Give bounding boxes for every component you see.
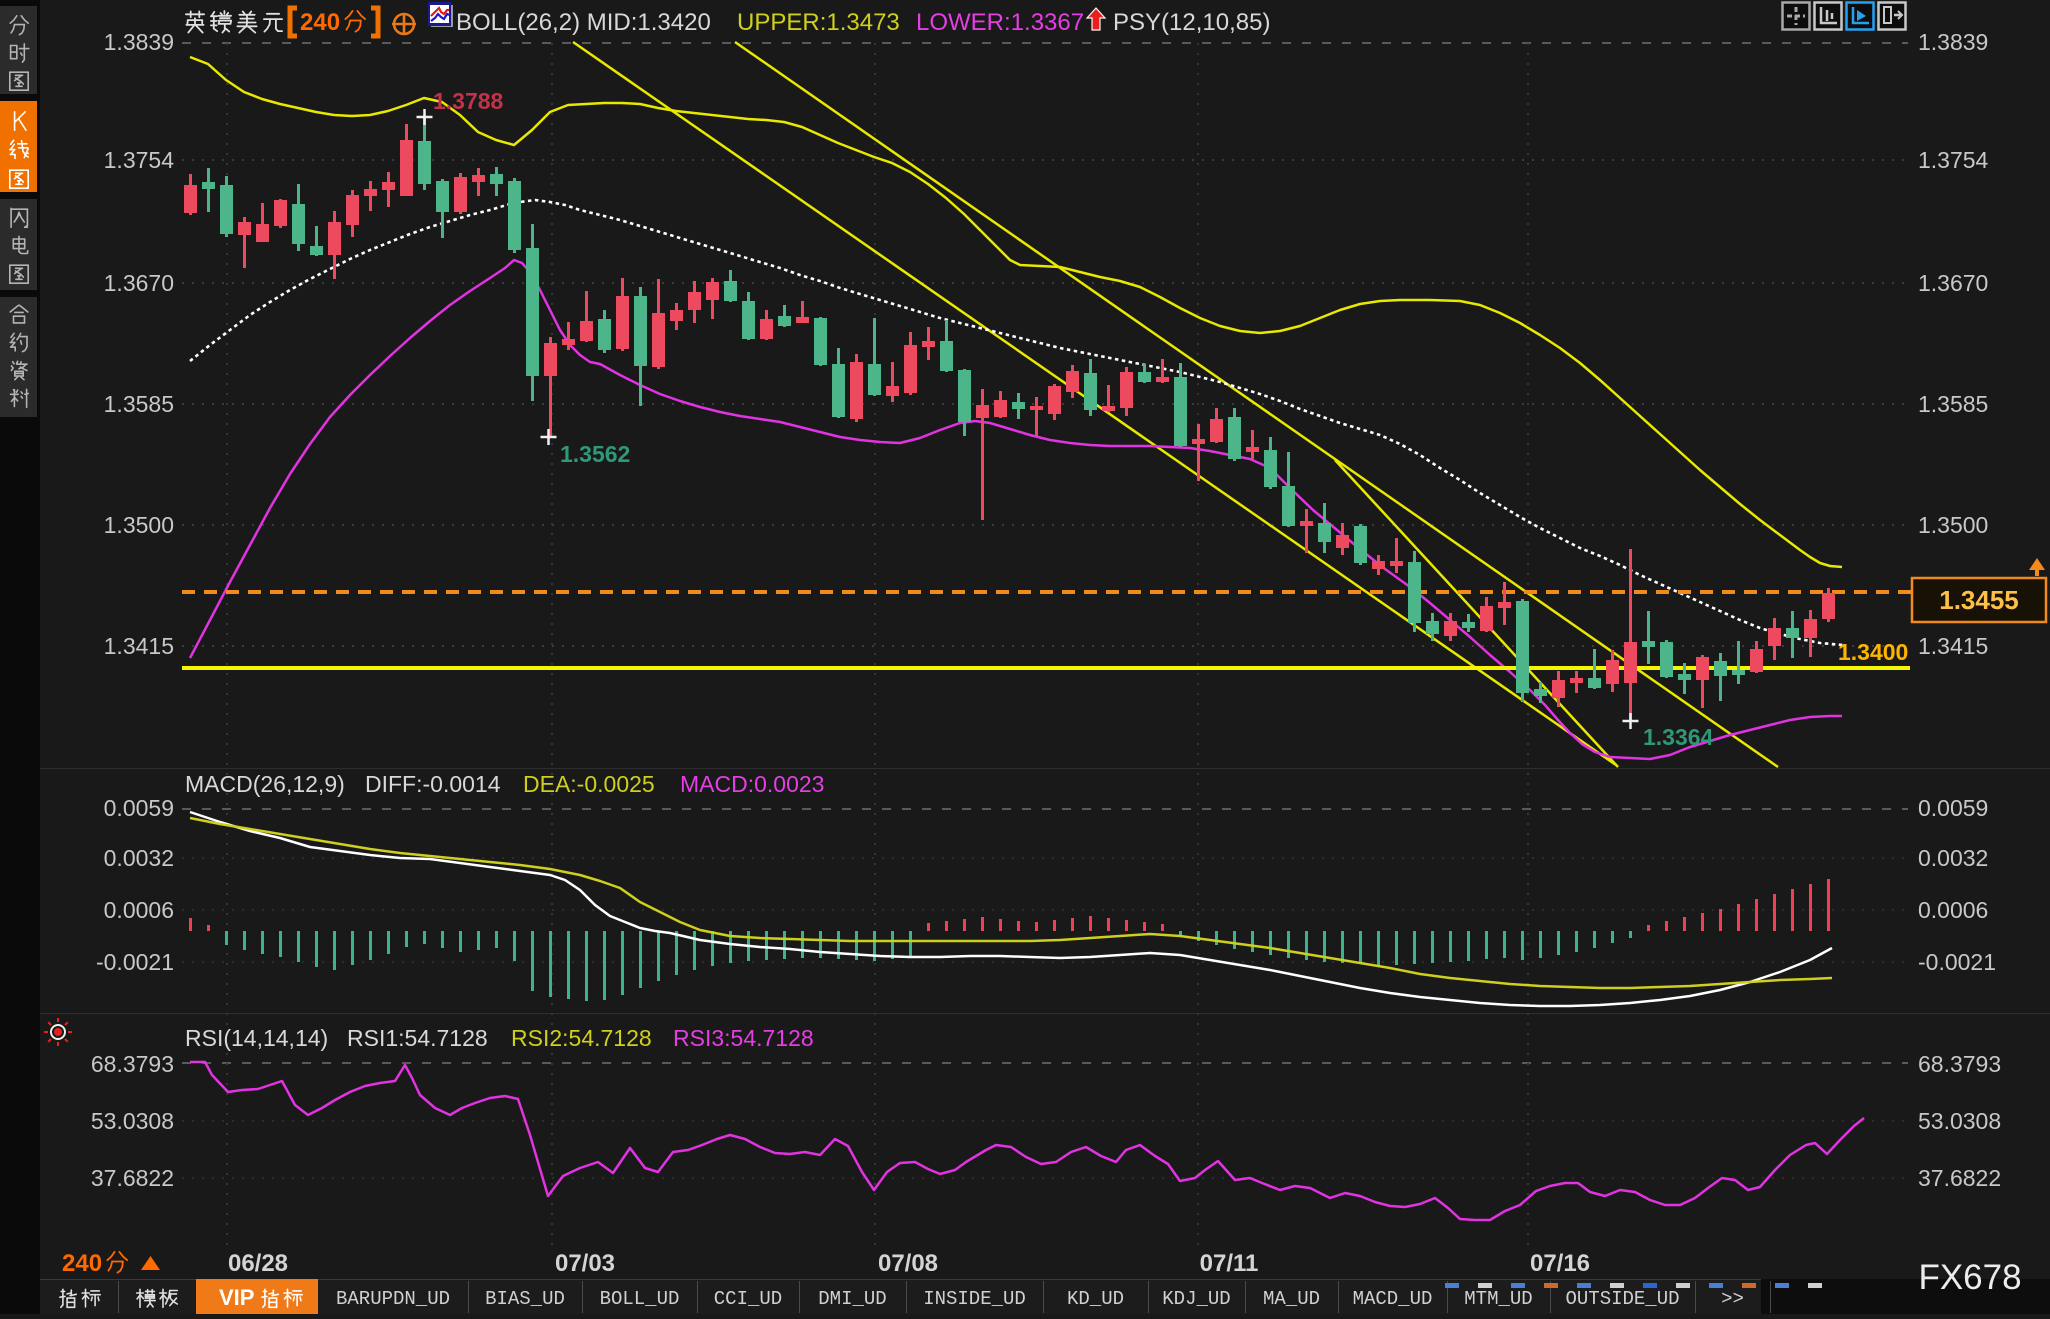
svg-text:07/16: 07/16 [1530, 1250, 1590, 1277]
svg-text:DIFF:-0.0014: DIFF:-0.0014 [365, 771, 501, 797]
svg-text:1.3670: 1.3670 [1918, 270, 1988, 296]
svg-text:1.3585: 1.3585 [1918, 391, 1988, 417]
svg-text:240: 240 [62, 1250, 102, 1277]
svg-text:06/28: 06/28 [228, 1250, 288, 1277]
svg-text:1.3585: 1.3585 [104, 391, 174, 417]
svg-text:FX678: FX678 [1918, 1258, 2021, 1297]
svg-text:1.3754: 1.3754 [104, 147, 175, 173]
svg-text:DEA:-0.0025: DEA:-0.0025 [523, 771, 655, 797]
svg-text:1.3670: 1.3670 [104, 270, 174, 296]
svg-text:68.3793: 68.3793 [1918, 1051, 2001, 1077]
svg-text:>>: >> [1721, 1288, 1744, 1310]
svg-text:DMI_UD: DMI_UD [818, 1288, 886, 1310]
svg-text:240: 240 [300, 9, 340, 36]
svg-text:07/11: 07/11 [1200, 1250, 1259, 1277]
svg-text:MA_UD: MA_UD [1263, 1288, 1320, 1310]
svg-text:KD_UD: KD_UD [1067, 1288, 1124, 1310]
svg-text:1.3500: 1.3500 [1918, 512, 1988, 538]
svg-text:RSI3:54.7128: RSI3:54.7128 [673, 1025, 814, 1051]
svg-text:0.0006: 0.0006 [1918, 897, 1988, 923]
svg-text:07/08: 07/08 [878, 1250, 938, 1277]
svg-text:UPPER:1.3473: UPPER:1.3473 [737, 9, 900, 36]
svg-text:RSI(14,14,14): RSI(14,14,14) [185, 1025, 328, 1051]
svg-text:0.0032: 0.0032 [1918, 845, 1988, 871]
svg-text:68.3793: 68.3793 [91, 1051, 174, 1077]
svg-text:07/03: 07/03 [555, 1250, 615, 1277]
svg-text:1.3364: 1.3364 [1643, 724, 1714, 750]
svg-text:VIP: VIP [219, 1285, 254, 1310]
svg-text:1.3455: 1.3455 [1939, 585, 2019, 615]
svg-text:1.3562: 1.3562 [560, 441, 630, 467]
svg-text:MTM_UD: MTM_UD [1464, 1288, 1532, 1310]
svg-text:0.0059: 0.0059 [104, 795, 174, 821]
svg-text:INSIDE_UD: INSIDE_UD [923, 1288, 1026, 1310]
svg-text:RSI2:54.7128: RSI2:54.7128 [511, 1025, 652, 1051]
svg-text:BOLL_UD: BOLL_UD [600, 1288, 680, 1310]
svg-text:53.0308: 53.0308 [91, 1108, 174, 1134]
svg-text:MACD:0.0023: MACD:0.0023 [680, 771, 824, 797]
svg-text:KDJ_UD: KDJ_UD [1162, 1288, 1230, 1310]
svg-text:BIAS_UD: BIAS_UD [485, 1288, 565, 1310]
svg-text:CCI_UD: CCI_UD [714, 1288, 782, 1310]
svg-text:1.3415: 1.3415 [104, 633, 174, 659]
svg-text:37.6822: 37.6822 [1918, 1165, 2001, 1191]
svg-text:BOLL(26,2) MID:1.3420: BOLL(26,2) MID:1.3420 [456, 9, 711, 36]
svg-text:53.0308: 53.0308 [1918, 1108, 2001, 1134]
svg-text:0.0032: 0.0032 [104, 845, 174, 871]
svg-text:1.3500: 1.3500 [104, 512, 174, 538]
svg-text:BARUPDN_UD: BARUPDN_UD [336, 1288, 450, 1310]
svg-text:1.3839: 1.3839 [104, 29, 174, 55]
svg-text:1.3400: 1.3400 [1838, 639, 1908, 665]
svg-text:MACD(26,12,9): MACD(26,12,9) [185, 771, 345, 797]
svg-text:PSY(12,10,85): PSY(12,10,85) [1113, 9, 1270, 36]
svg-text:1.3754: 1.3754 [1918, 147, 1989, 173]
svg-text:OUTSIDE_UD: OUTSIDE_UD [1565, 1288, 1679, 1310]
svg-text:-0.0021: -0.0021 [1918, 949, 1996, 975]
svg-text:1.3415: 1.3415 [1918, 633, 1988, 659]
svg-text:37.6822: 37.6822 [91, 1165, 174, 1191]
svg-text:0.0059: 0.0059 [1918, 795, 1988, 821]
svg-text:LOWER:1.3367: LOWER:1.3367 [916, 9, 1084, 36]
svg-text:-0.0021: -0.0021 [96, 949, 174, 975]
svg-text:MACD_UD: MACD_UD [1353, 1288, 1433, 1310]
svg-text:1.3788: 1.3788 [433, 88, 504, 114]
svg-text:RSI1:54.7128: RSI1:54.7128 [347, 1025, 488, 1051]
svg-text:1.3839: 1.3839 [1918, 29, 1988, 55]
svg-text:0.0006: 0.0006 [104, 897, 174, 923]
